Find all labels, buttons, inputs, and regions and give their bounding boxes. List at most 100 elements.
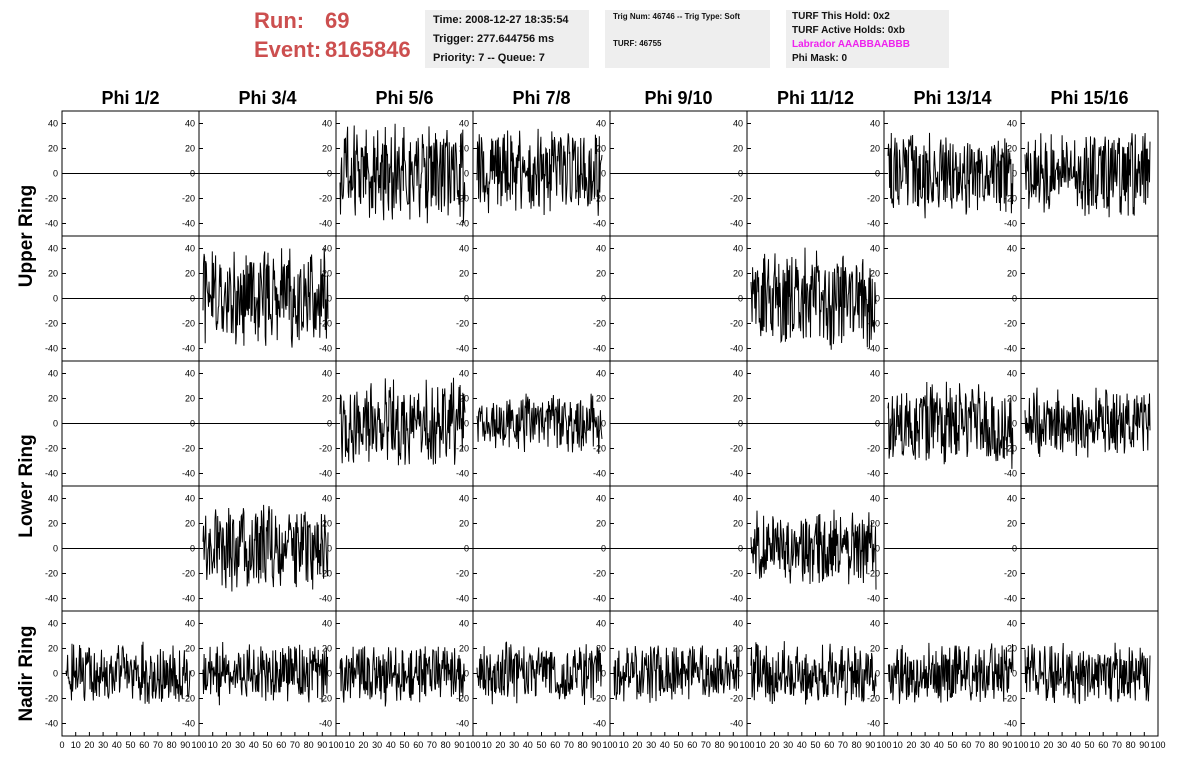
y-tick-label: -40 [1004,219,1017,229]
x-tick-label: 50 [399,740,409,750]
x-tick-label: 50 [810,740,820,750]
y-tick-label: -40 [867,344,880,354]
waveform-trace [1024,387,1151,458]
y-tick-label: -20 [456,694,469,704]
y-tick-label: 40 [459,119,469,129]
y-tick-label: 20 [185,144,195,154]
y-tick-label: -40 [182,469,195,479]
y-tick-label: 0 [601,169,606,179]
y-tick-label: 0 [190,544,195,554]
x-tick-label: 10 [619,740,629,750]
trig-num-text: Trig Num: 46746 -- Trig Type: Soft [613,12,740,21]
y-tick-label: -40 [730,344,743,354]
y-tick-label: -40 [867,594,880,604]
y-tick-label: -20 [867,319,880,329]
y-tick-label: 40 [185,494,195,504]
y-tick-label: -20 [730,194,743,204]
x-tick-label: 70 [975,740,985,750]
x-tick-label: 20 [221,740,231,750]
y-tick-label: 0 [464,294,469,304]
y-tick-label: 0 [601,669,606,679]
column-title: Phi 11/12 [777,88,854,108]
y-tick-label: 40 [733,244,743,254]
y-tick-label: 20 [185,519,195,529]
y-tick-label: 40 [1007,619,1017,629]
x-tick-label: 10 [893,740,903,750]
y-tick-label: -20 [45,319,58,329]
x-tick-label: 60 [824,740,834,750]
y-tick-label: 40 [459,369,469,379]
y-tick-label: 40 [596,494,606,504]
y-tick-label: 0 [53,169,58,179]
x-tick-label: 90 [454,740,464,750]
x-tick-label: 80 [715,740,725,750]
x-tick-label: 80 [852,740,862,750]
y-tick-label: -40 [45,219,58,229]
y-tick-label: -20 [319,319,332,329]
y-tick-label: 20 [322,269,332,279]
y-tick-label: 20 [1007,644,1017,654]
y-tick-label: 0 [875,544,880,554]
y-tick-label: 0 [875,169,880,179]
x-tick-label: 90 [1002,740,1012,750]
x-tick-label: 40 [249,740,259,750]
y-tick-label: 0 [327,294,332,304]
y-tick-label: 20 [459,519,469,529]
x-tick-label: 60 [139,740,149,750]
column-title: Phi 1/2 [101,88,159,108]
y-tick-label: 20 [870,519,880,529]
waveform-trace [339,123,466,224]
time-info-box: Time: 2008-12-27 18:35:54 Trigger: 277.6… [425,10,589,68]
y-tick-label: 20 [870,394,880,404]
x-tick-label: 20 [84,740,94,750]
y-tick-label: -20 [1004,569,1017,579]
x-tick-label: 50 [673,740,683,750]
y-tick-label: -20 [456,194,469,204]
x-tick-label: 30 [372,740,382,750]
y-tick-label: 40 [185,369,195,379]
y-tick-label: 40 [459,619,469,629]
y-tick-label: 0 [601,294,606,304]
waveform-trace [202,641,329,706]
x-tick-label: 90 [180,740,190,750]
x-tick-label: 80 [989,740,999,750]
y-tick-label: -40 [319,719,332,729]
x-tick-label: 80 [441,740,451,750]
y-tick-label: -20 [45,569,58,579]
turf-active-text: TURF Active Holds: 0xb [792,25,905,36]
x-tick-label: 60 [413,740,423,750]
column-title: Phi 3/4 [238,88,296,108]
y-tick-label: -20 [593,694,606,704]
y-tick-label: -40 [45,594,58,604]
y-tick-label: 40 [185,244,195,254]
x-tick-label: 30 [1057,740,1067,750]
y-tick-label: -20 [593,194,606,204]
y-tick-label: 0 [738,419,743,429]
y-tick-label: 20 [322,644,332,654]
x-tick-label: 40 [1071,740,1081,750]
y-tick-label: 20 [48,269,58,279]
y-tick-label: 20 [1007,269,1017,279]
y-tick-label: -40 [45,344,58,354]
y-tick-label: 0 [53,544,58,554]
y-tick-label: -40 [45,719,58,729]
y-tick-label: -40 [593,594,606,604]
y-tick-label: 0 [1012,419,1017,429]
y-tick-label: -40 [867,219,880,229]
y-tick-label: 20 [459,644,469,654]
y-tick-label: 40 [48,619,58,629]
y-tick-label: 0 [601,419,606,429]
x-tick-label: 100 [739,740,754,750]
y-tick-label: 0 [875,294,880,304]
y-tick-label: -20 [182,569,195,579]
y-tick-label: -20 [867,194,880,204]
y-tick-label: 20 [596,644,606,654]
x-tick-label: 90 [865,740,875,750]
turf-hold-text: TURF This Hold: 0x2 [792,11,890,22]
x-tick-label: 40 [797,740,807,750]
x-tick-label: 70 [564,740,574,750]
row-title: Lower Ring [16,434,37,537]
y-tick-label: 40 [459,244,469,254]
y-tick-label: 40 [48,119,58,129]
y-tick-label: 40 [322,369,332,379]
